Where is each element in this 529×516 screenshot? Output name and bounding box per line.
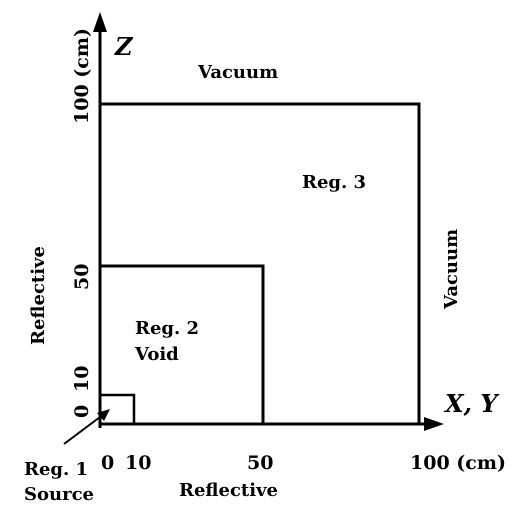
z-tick-50: 50 <box>71 264 93 290</box>
region-2-material: Void <box>134 344 179 365</box>
x-tick-100-cm: 100 (cm) <box>410 452 506 474</box>
region-1-material: Source <box>24 484 94 505</box>
x-tick-10: 10 <box>125 452 151 474</box>
z-axis-arrowhead <box>93 12 107 32</box>
z-tick-0: 0 <box>71 405 93 418</box>
top-boundary-label: Vacuum <box>197 62 278 83</box>
region-1-pointer-arrowhead <box>97 409 110 421</box>
x-tick-50: 50 <box>247 452 273 474</box>
bottom-boundary-label: Reflective <box>179 480 278 501</box>
xy-axis-name: X, Y <box>443 389 500 418</box>
z-tick-100-cm: 100 (cm) <box>71 28 93 124</box>
region-2-boundary <box>98 264 265 426</box>
x-tick-0: 0 <box>101 452 114 474</box>
region-1-label: Reg. 1 <box>24 459 88 480</box>
region-2-label: Reg. 2 <box>135 318 199 339</box>
z-axis-name: Z <box>114 32 134 61</box>
region-1-boundary <box>98 393 136 426</box>
z-tick-10: 10 <box>71 366 93 392</box>
region-3-boundary <box>98 102 421 426</box>
region-1-pointer-line <box>63 413 105 445</box>
right-boundary-label: Vacuum <box>441 229 462 310</box>
x-axis-arrowhead <box>424 417 444 431</box>
region-3-label: Reg. 3 <box>302 172 366 193</box>
left-boundary-label: Reflective <box>28 246 49 345</box>
